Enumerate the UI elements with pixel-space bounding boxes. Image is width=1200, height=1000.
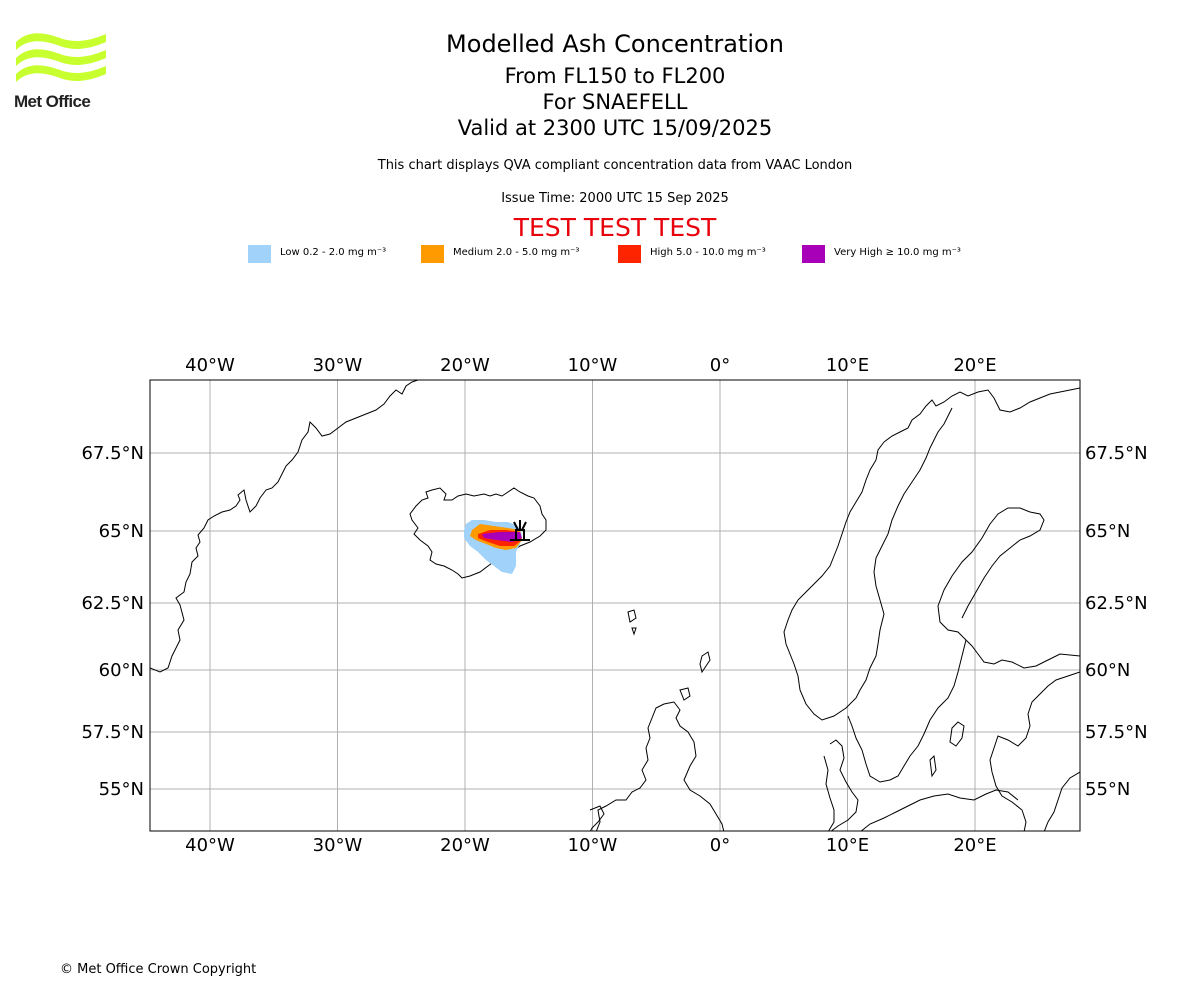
- legend-label-very-high: Very High ≥ 10.0 mg m⁻³: [834, 247, 961, 258]
- lat-tick-label-left: 60°N: [99, 660, 144, 681]
- legend-label-medium: Medium 2.0 - 5.0 mg m⁻³: [453, 247, 580, 258]
- legend-swatch-medium: [421, 245, 444, 263]
- lon-tick-label-top: 30°W: [313, 355, 363, 376]
- longitude-labels: 40°W 40°W 30°W 30°W 20°W 20°W 10°W 10°W 0° 0° 10°E…: [185, 355, 996, 856]
- chart-title: Modelled Ash Concentration: [446, 30, 784, 58]
- valid-time: Valid at 2300 UTC 15/09/2025: [457, 116, 773, 140]
- legend-swatch-high: [618, 245, 641, 263]
- iceland-coast: [409, 487, 547, 579]
- flight-level-range: From FL150 to FL200: [504, 64, 726, 88]
- lat-tick-label-right: 67.5°N: [1085, 443, 1148, 464]
- issue-time: Issue Time: 2000 UTC 15 Sep 2025: [501, 191, 729, 206]
- volcano-line: For SNAEFELL: [542, 90, 688, 114]
- lon-tick-label-top: 20°W: [440, 355, 490, 376]
- map-gridlines: [150, 380, 1080, 831]
- met-office-waves-icon: [16, 33, 106, 82]
- lon-tick-label-top: 0°: [710, 355, 730, 376]
- ireland-coast: [589, 805, 605, 831]
- lon-tick-label-top: 10°E: [826, 355, 869, 376]
- baltic-islands: [929, 721, 965, 778]
- baltic-coast: [989, 671, 1080, 831]
- lon-tick-label-bottom: 40°W: [185, 835, 235, 856]
- faroe-islands: [627, 609, 637, 636]
- lat-tick-label-left: 62.5°N: [81, 593, 144, 614]
- legend-swatch-very-high: [802, 245, 825, 263]
- lat-tick-label-left: 67.5°N: [81, 443, 144, 464]
- sweden-coast: [847, 639, 967, 783]
- britain-coast: [595, 687, 725, 831]
- scandinavia-coast: [883, 380, 1080, 669]
- test-banner: TEST TEST TEST: [513, 213, 717, 242]
- shetland-coast: [699, 651, 711, 674]
- latitude-labels: 67.5°N 67.5°N 65°N 65°N 62.5°N 62.5°N 60°N 60°N…: [81, 443, 1147, 800]
- greenland-coast: [150, 380, 419, 673]
- lon-tick-label-bottom: 20°E: [953, 835, 996, 856]
- lon-tick-label-top: 20°E: [953, 355, 996, 376]
- lat-tick-label-left: 57.5°N: [81, 722, 144, 743]
- lon-tick-label-top: 10°W: [568, 355, 618, 376]
- legend-label-low: Low 0.2 - 2.0 mg m⁻³: [280, 247, 387, 258]
- lat-tick-label-right: 57.5°N: [1085, 722, 1148, 743]
- lat-tick-label-left: 65°N: [99, 521, 144, 542]
- lat-tick-label-right: 65°N: [1085, 521, 1130, 542]
- copyright-text: © Met Office Crown Copyright: [60, 962, 257, 977]
- lon-tick-label-bottom: 10°E: [826, 835, 869, 856]
- ash-plume: [464, 520, 522, 574]
- lat-tick-label-right: 55°N: [1085, 779, 1130, 800]
- map-frame: [149, 379, 1081, 832]
- lon-tick-label-bottom: 30°W: [313, 835, 363, 856]
- norway-coast: [783, 407, 953, 721]
- legend-label-high: High 5.0 - 10.0 mg m⁻³: [650, 247, 766, 258]
- met-office-logo: Met Office: [14, 28, 108, 112]
- north-europe-coast: [860, 789, 1019, 831]
- lat-tick-label-left: 55°N: [99, 779, 144, 800]
- volcano-marker: [510, 520, 530, 541]
- lat-tick-label-right: 60°N: [1085, 660, 1130, 681]
- lon-tick-label-top: 40°W: [185, 355, 235, 376]
- lon-tick-label-bottom: 10°W: [568, 835, 618, 856]
- chart-subtitle: This chart displays QVA compliant concen…: [377, 158, 853, 173]
- concentration-legend: Low 0.2 - 2.0 mg m⁻³ Medium 2.0 - 5.0 mg…: [0, 244, 1200, 264]
- lat-tick-label-right: 62.5°N: [1085, 593, 1148, 614]
- lon-tick-label-bottom: 0°: [710, 835, 730, 856]
- legend-swatch-low: [248, 245, 271, 263]
- denmark-coast: [823, 739, 859, 831]
- coastlines: [150, 380, 1080, 831]
- logo-text: Met Office: [14, 92, 91, 111]
- lon-tick-label-bottom: 20°W: [440, 835, 490, 856]
